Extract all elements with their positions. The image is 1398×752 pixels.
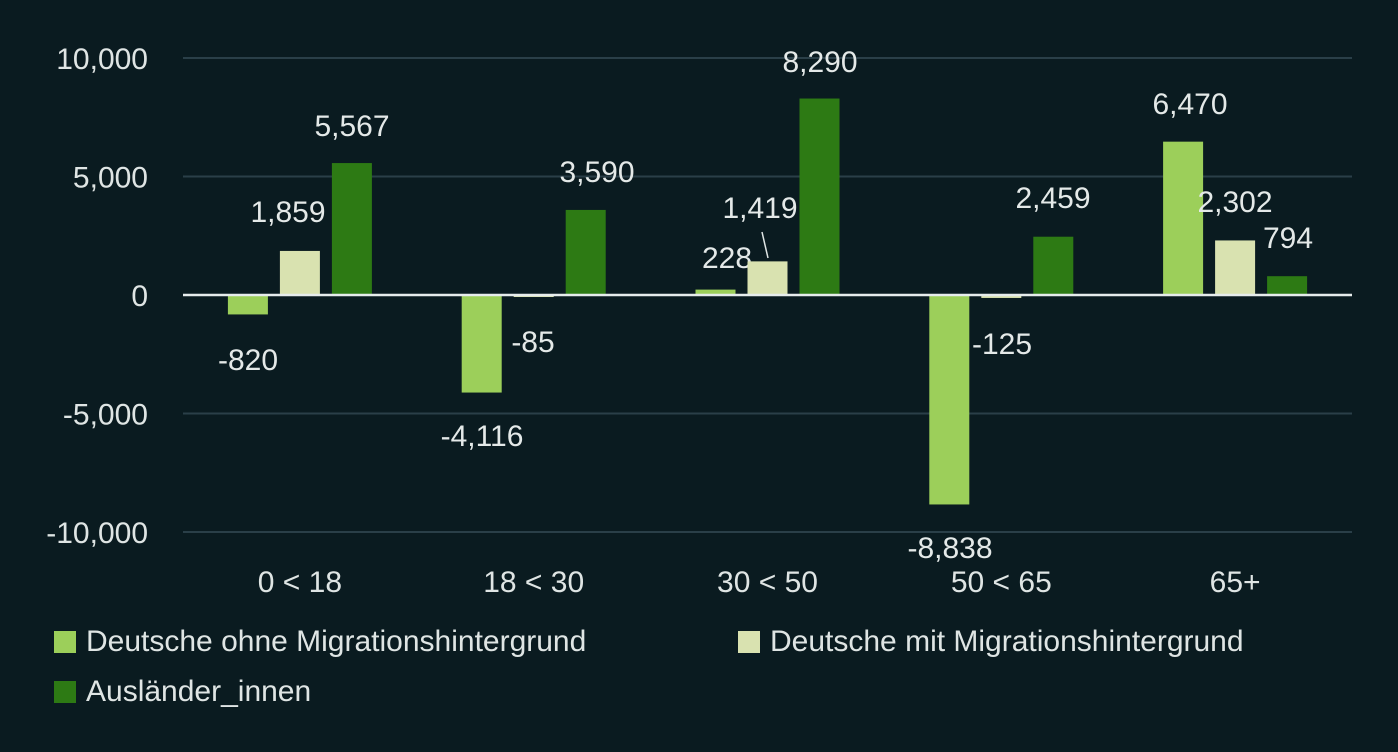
bar-3-1 <box>981 295 1022 298</box>
bar-0-2 <box>331 163 372 295</box>
legend-label: Deutsche mit Migrationshintergrund <box>770 625 1244 658</box>
legend-swatch <box>738 631 760 653</box>
bar-0-1 <box>279 250 320 295</box>
y-tick-label: -5,000 <box>63 399 148 432</box>
data-label: 794 <box>1263 222 1313 255</box>
data-label: 2,459 <box>1015 182 1090 215</box>
data-label: -4,116 <box>441 420 524 453</box>
y-tick-label: -10,000 <box>46 517 148 550</box>
data-label: -85 <box>511 326 554 359</box>
x-tick-label: 0 < 18 <box>258 566 342 599</box>
legend-item-series-2: Ausländer_innen <box>54 675 311 709</box>
data-label: -820 <box>218 344 278 377</box>
x-tick-label: 30 < 50 <box>717 566 818 599</box>
bar-1-0 <box>461 295 502 393</box>
data-label: 228 <box>702 242 752 275</box>
data-label: 5,567 <box>314 110 389 143</box>
data-label: 2,302 <box>1197 186 1272 219</box>
bar-4-0 <box>1163 141 1204 295</box>
data-label: 8,290 <box>782 46 857 79</box>
bar-1-2 <box>565 209 606 295</box>
bar-2-0 <box>695 289 736 295</box>
legend-swatch <box>54 681 76 703</box>
data-label: 6,470 <box>1152 88 1227 121</box>
bar-4-1 <box>1215 240 1256 295</box>
bar-chart: 10,000 5,000 0 -5,000 -10,000 -820 1,859 5,567 0… <box>46 43 1352 599</box>
legend-item-series-1: Deutsche mit Migrationshintergrund <box>738 625 1244 659</box>
data-label: 1,419 <box>722 192 797 225</box>
y-tick-label: 10,000 <box>56 43 148 76</box>
data-label: -8,838 <box>907 532 992 565</box>
x-tick-label: 18 < 30 <box>483 566 584 599</box>
bar-4-2 <box>1267 276 1308 295</box>
x-tick-label: 65+ <box>1210 566 1261 599</box>
bar-3-2 <box>1033 236 1074 295</box>
bar-2-2 <box>799 98 840 295</box>
bar-0-0 <box>227 295 268 315</box>
x-tick-label: 50 < 65 <box>951 566 1052 599</box>
bar-3-0 <box>929 295 970 505</box>
y-tick-label: 0 <box>131 280 148 313</box>
bar-2-1 <box>747 261 788 295</box>
y-tick-label: 5,000 <box>73 162 148 195</box>
data-label: 1,859 <box>250 196 325 229</box>
data-label: 3,590 <box>559 156 634 189</box>
legend-swatch <box>54 631 76 653</box>
label-leader-line <box>761 231 769 259</box>
legend-label: Deutsche ohne Migrationshintergrund <box>86 625 587 658</box>
legend-label: Ausländer_innen <box>86 675 312 708</box>
data-label: -125 <box>972 328 1032 361</box>
legend-item-series-0: Deutsche ohne Migrationshintergrund <box>54 625 586 659</box>
